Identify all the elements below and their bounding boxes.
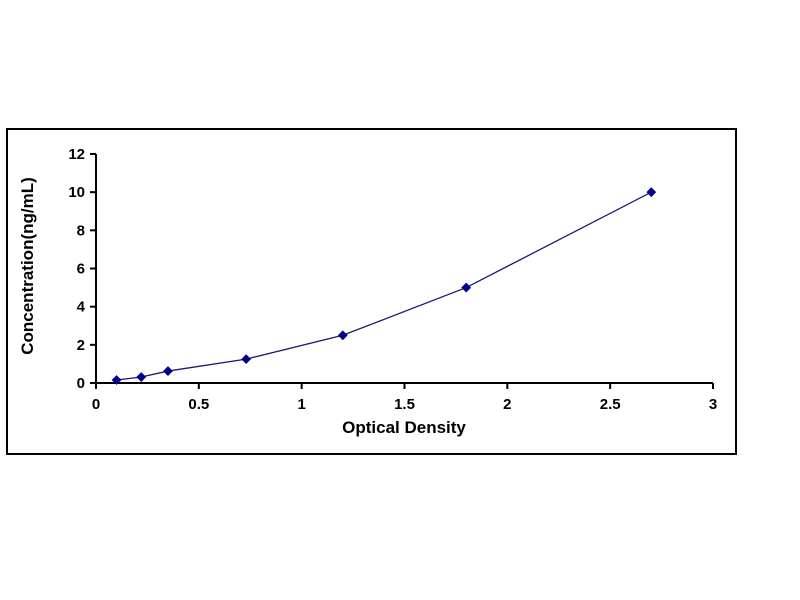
x-tick-label: 0.5 xyxy=(188,396,209,413)
y-tick-label: 10 xyxy=(68,184,85,201)
x-tick-label: 2 xyxy=(503,396,511,413)
y-tick-label: 0 xyxy=(77,375,85,392)
y-tick-label: 6 xyxy=(77,261,85,278)
x-axis-label: Optical Density xyxy=(342,418,466,437)
y-tick-label: 8 xyxy=(77,222,85,239)
x-tick-label: 0 xyxy=(92,396,100,413)
data-line xyxy=(116,191,652,381)
x-tick-label: 1 xyxy=(297,396,305,413)
y-tick-label: 2 xyxy=(77,337,85,354)
data-point-marker xyxy=(646,187,657,198)
data-point-marker xyxy=(111,375,122,385)
x-tick-label: 1.5 xyxy=(394,396,415,413)
y-tick-label: 4 xyxy=(77,299,86,316)
chart-plot: 0 0.5 1 1.5 2 2.5 3 0 2 4 6 8 10 12 xyxy=(68,146,717,413)
data-point-marker xyxy=(461,282,472,293)
axes xyxy=(95,154,713,384)
x-tick-label: 2.5 xyxy=(600,396,621,413)
data-point-marker xyxy=(241,354,252,365)
y-axis-label: Concentration(ng/mL) xyxy=(18,177,37,355)
data-point-marker xyxy=(163,366,173,376)
data-point-marker xyxy=(337,330,348,341)
x-tick-label: 3 xyxy=(709,396,717,413)
y-tick-label: 12 xyxy=(68,146,85,163)
data-point-marker xyxy=(136,372,147,382)
chart-panel: 0 0.5 1 1.5 2 2.5 3 0 2 4 6 8 10 12 Concentration(ng/… xyxy=(6,128,737,455)
